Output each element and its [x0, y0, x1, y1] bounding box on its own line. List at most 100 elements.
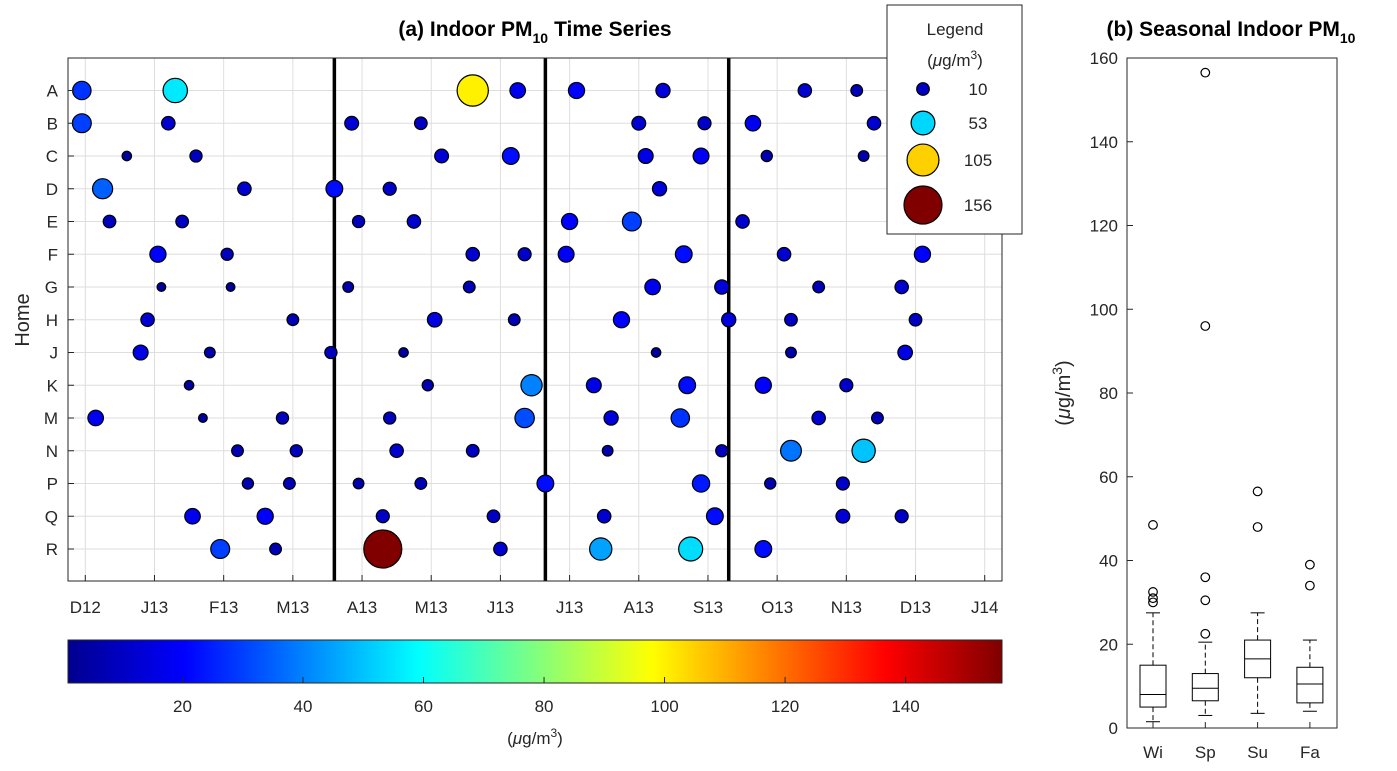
size-legend: Legend (μg/m3) 10 53 105 156 — [886, 4, 1023, 235]
pm-bubble — [857, 150, 870, 162]
pm-bubble — [156, 282, 167, 292]
colorbar-tick-label: 40 — [294, 697, 313, 716]
pm-bubble — [203, 346, 216, 359]
size-legend-bubble — [910, 110, 936, 136]
pm-bubble — [382, 181, 397, 196]
pm-bubble — [269, 542, 283, 556]
home-tick-label: J — [50, 344, 59, 363]
time-series-title: (a) Indoor PM10 Time Series — [398, 18, 671, 46]
size-legend-value: 105 — [964, 151, 992, 170]
seasonal-x-tick-label: Sp — [1195, 743, 1216, 762]
pm-bubble — [465, 246, 481, 262]
outlier-point — [1148, 520, 1158, 530]
box-iqr — [1296, 666, 1324, 704]
pm-bubble — [375, 509, 390, 524]
pm-bubble — [651, 181, 668, 197]
size-legend-unit: (μg/m3) — [927, 48, 983, 70]
pm-bubble — [536, 474, 555, 493]
pm-bubble — [764, 477, 777, 490]
pm-bubble — [621, 211, 642, 232]
box-fa — [1296, 559, 1324, 712]
pm-bubble — [189, 149, 203, 163]
seasonal-x-ticks: Wi Sp Su Fa — [1143, 722, 1320, 762]
pm-bubble — [697, 116, 712, 131]
pm-bubble — [601, 444, 614, 457]
seasonal-y-tick-label: 60 — [1099, 468, 1118, 487]
pm-bubble — [894, 509, 909, 524]
pm-bubble — [913, 245, 932, 263]
home-tick-label: Q — [45, 507, 58, 526]
pm-bubble — [456, 74, 489, 107]
x-tick-label: J14 — [971, 598, 998, 617]
home-tick-label: M — [44, 409, 58, 428]
outlier-point — [1200, 321, 1211, 331]
pm-bubble — [414, 477, 428, 490]
pm-bubble — [389, 443, 404, 459]
pm-bubble — [351, 214, 366, 229]
colorbar-label: (μg/m3) — [507, 726, 563, 748]
pm-bubble — [197, 413, 208, 423]
pm-bubble — [674, 245, 693, 264]
pm-bubble — [655, 82, 671, 99]
x-tick-label: A13 — [624, 598, 654, 617]
pm-bubble — [850, 84, 864, 97]
time-series-x-ticks: D12 J13 F13 M13 A13 M13 J13 J13 A13 S13 O13 N13 D13 J… — [70, 575, 998, 617]
home-tick-label: H — [46, 311, 58, 330]
size-legend-bubble — [906, 143, 940, 177]
colorbar: 20 40 60 80 100 120 140 (μg/m3) — [67, 639, 1003, 748]
seasonal-y-label: (μg/m3) — [1049, 360, 1075, 425]
pm-bubble — [434, 148, 450, 164]
pm-bubble — [692, 147, 710, 165]
pm-bubble — [811, 410, 826, 426]
home-tick-label: E — [47, 213, 58, 232]
pm-bubble — [426, 311, 443, 328]
colorbar-tick-label: 100 — [650, 697, 678, 716]
pm-bubble — [184, 507, 201, 525]
pm-bubble — [493, 541, 508, 557]
outlier-point — [1200, 628, 1211, 639]
pm-bubble — [344, 115, 360, 131]
outlier-point — [1148, 597, 1158, 608]
pm-bubble — [908, 312, 923, 327]
pm-bubble — [421, 379, 434, 392]
size-legend-bubble — [916, 82, 930, 96]
colorbar-tick-label: 20 — [173, 697, 192, 716]
pm-bubble — [871, 411, 884, 425]
x-tick-label: F13 — [209, 598, 238, 617]
pm-bubble — [691, 474, 711, 493]
seasonal-y-tick-label: 40 — [1099, 552, 1118, 571]
outlier-point — [1200, 67, 1211, 78]
pm-bubble — [162, 77, 189, 104]
pm-bubble — [714, 279, 730, 295]
pm-bubble — [637, 147, 654, 165]
pm-bubble — [140, 312, 155, 328]
pm-bubble — [462, 280, 476, 294]
pm-bubble — [121, 150, 133, 162]
size-legend-items: 10 53 105 156 — [903, 80, 992, 225]
pm-bubble — [894, 279, 909, 295]
pm-bubble — [507, 313, 521, 327]
pm-bubble — [678, 376, 697, 395]
pm-bubble — [465, 443, 480, 458]
pm-bubble — [520, 374, 543, 397]
pm-bubble — [352, 477, 365, 490]
pm-bubble — [210, 538, 231, 560]
pm-bubble — [398, 347, 409, 358]
pm-bubble — [560, 212, 579, 231]
x-tick-label: O13 — [761, 598, 793, 617]
pm-bubble — [754, 376, 772, 394]
pm-bubble — [797, 83, 813, 98]
pm-bubble — [486, 509, 501, 524]
x-tick-label: A13 — [347, 598, 377, 617]
pm-bubble — [585, 377, 602, 394]
outlier-point — [1304, 559, 1315, 570]
seasonal-y-tick-label: 0 — [1109, 719, 1118, 738]
pm-bubble — [851, 438, 876, 463]
pm-bubble — [760, 149, 773, 163]
pm-bubble — [785, 346, 797, 359]
pm-bubble — [289, 444, 303, 458]
box-su — [1244, 486, 1272, 714]
pm-bubble — [256, 507, 274, 525]
seasonal-y-tick-label: 160 — [1090, 49, 1118, 68]
